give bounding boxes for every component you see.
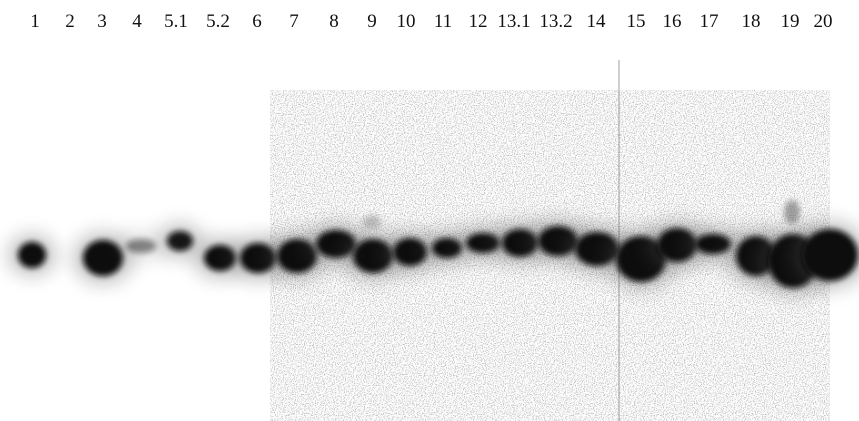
lane-label: 16: [663, 11, 682, 32]
lane-label: 8: [329, 11, 339, 32]
lane-label: 10: [397, 11, 416, 32]
lane-label: 1: [30, 11, 40, 32]
gel-image: 12345.15.2678910111213.113.2141516171819…: [0, 0, 859, 421]
lane-label: 17: [700, 11, 719, 32]
lane-label: 2: [65, 11, 75, 32]
lane-label: 3: [97, 11, 107, 32]
band: [126, 239, 156, 253]
band: [18, 242, 46, 268]
band: [695, 234, 731, 254]
lane-label: 12: [469, 11, 488, 32]
lane-label: 18: [742, 11, 761, 32]
lane-label: 20: [814, 11, 833, 32]
lane-label: 19: [781, 11, 800, 32]
lane-label: 7: [289, 11, 299, 32]
lane-label: 13.2: [539, 11, 572, 32]
band: [167, 231, 193, 251]
lane-label: 5.1: [164, 11, 188, 32]
lane-label: 15: [627, 11, 646, 32]
lane-label: 14: [587, 11, 607, 32]
band: [802, 229, 858, 281]
lane-label: 13.1: [497, 11, 530, 32]
lane-label: 11: [434, 11, 452, 32]
band: [393, 238, 427, 266]
band-smear: [363, 215, 381, 229]
lane-label: 4: [132, 11, 142, 32]
lane-label: 6: [252, 11, 262, 32]
lane-label: 5.2: [206, 11, 230, 32]
lane-label: 9: [367, 11, 377, 32]
band-smear: [784, 200, 800, 224]
